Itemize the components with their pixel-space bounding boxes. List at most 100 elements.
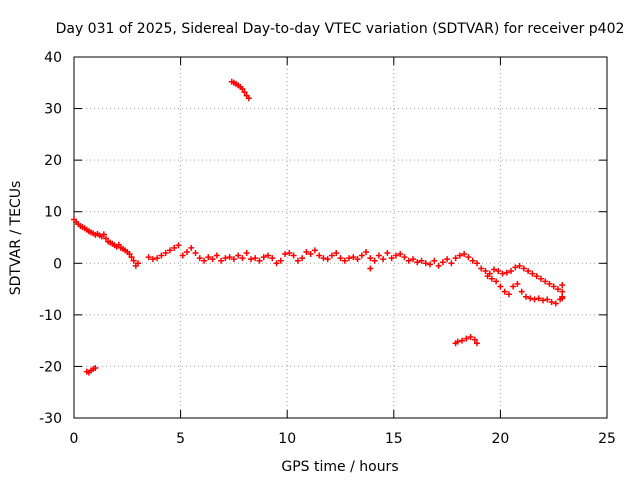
data-point — [324, 256, 331, 263]
data-point — [488, 275, 495, 282]
data-point — [175, 242, 182, 249]
data-point — [444, 256, 451, 263]
x-tick-label: 0 — [70, 431, 79, 447]
data-point — [100, 231, 107, 238]
data-point — [265, 252, 272, 259]
data-point — [218, 257, 225, 264]
data-point — [554, 286, 561, 293]
x-axis-label: GPS time / hours — [281, 459, 398, 475]
data-point — [527, 295, 534, 302]
x-tick-label: 5 — [176, 431, 185, 447]
series-main-trace — [71, 216, 566, 295]
data-point — [126, 251, 133, 258]
data-point — [245, 95, 252, 102]
data-point — [388, 255, 395, 262]
y-tick-label: 40 — [44, 50, 62, 66]
data-point — [491, 266, 498, 273]
data-point — [448, 260, 455, 267]
series-low-arc-1 — [83, 364, 99, 376]
data-point — [333, 249, 340, 256]
data-point — [516, 262, 523, 269]
data-point — [134, 260, 141, 267]
data-point — [510, 283, 517, 290]
data-point — [269, 255, 276, 262]
y-tick-label: 10 — [44, 205, 62, 221]
data-point — [537, 275, 544, 282]
data-point — [559, 295, 566, 302]
data-point — [205, 254, 212, 261]
data-point — [239, 255, 246, 262]
data-point — [392, 252, 399, 259]
data-point — [222, 255, 229, 262]
y-tick-label: 0 — [53, 256, 62, 272]
x-tick-label: 10 — [278, 431, 296, 447]
y-tick-label: -30 — [39, 411, 62, 427]
data-point — [559, 281, 566, 288]
data-point — [316, 252, 323, 259]
data-point — [533, 273, 540, 280]
data-point — [508, 268, 515, 275]
data-point — [350, 254, 357, 261]
series-low-arc-2 — [452, 334, 480, 347]
chart-title: Day 031 of 2025, Sidereal Day-to-day VTE… — [56, 21, 625, 37]
data-point — [422, 260, 429, 267]
data-point — [401, 254, 408, 261]
data-point — [179, 252, 186, 259]
data-point — [371, 257, 378, 264]
data-point — [337, 255, 344, 262]
data-point — [463, 335, 470, 342]
data-point — [505, 291, 512, 298]
data-point — [405, 257, 412, 264]
data-point — [166, 247, 173, 254]
data-point — [522, 293, 529, 300]
data-point — [459, 337, 466, 344]
data-point — [471, 336, 478, 343]
data-point — [294, 257, 301, 264]
data-markers — [71, 78, 566, 376]
data-point — [497, 283, 504, 290]
data-point — [154, 255, 161, 262]
data-point — [503, 269, 510, 276]
data-point — [465, 254, 472, 261]
data-point — [550, 283, 557, 290]
y-tick-label: 30 — [44, 102, 62, 118]
y-tick-label: -10 — [39, 308, 62, 324]
data-point — [493, 278, 500, 285]
data-point — [328, 252, 335, 259]
series-upper-short-arc — [228, 78, 252, 102]
data-point — [209, 256, 216, 263]
data-point — [542, 278, 549, 285]
data-point — [495, 268, 502, 275]
data-point — [439, 259, 446, 266]
data-point — [282, 251, 289, 258]
data-point — [196, 255, 203, 262]
data-point — [461, 251, 468, 258]
data-point — [454, 338, 461, 345]
data-point — [145, 254, 152, 261]
data-point — [531, 296, 538, 303]
data-point — [241, 89, 248, 96]
y-axis-label: SDTVAR / TECUs — [8, 181, 24, 296]
data-point — [260, 254, 267, 261]
data-point — [358, 252, 365, 259]
data-point — [346, 255, 353, 262]
data-point — [92, 364, 99, 371]
data-point — [375, 252, 382, 259]
data-point — [544, 296, 551, 303]
data-point — [192, 249, 199, 256]
y-tick-label: 20 — [44, 153, 62, 169]
data-point — [213, 252, 220, 259]
data-point — [367, 255, 374, 262]
data-point — [499, 270, 506, 277]
data-point — [559, 288, 566, 295]
data-point — [414, 259, 421, 266]
data-point — [277, 257, 284, 264]
x-tick-label: 20 — [491, 431, 509, 447]
data-point — [162, 249, 169, 256]
data-point — [128, 254, 135, 261]
axis-ticks: 0 5 10 15 20 25 -30 -20 -10 0 10 20 30 40 — [39, 50, 616, 447]
data-point — [239, 85, 246, 92]
data-point — [409, 256, 416, 263]
data-point — [397, 251, 404, 258]
data-point — [354, 256, 361, 263]
